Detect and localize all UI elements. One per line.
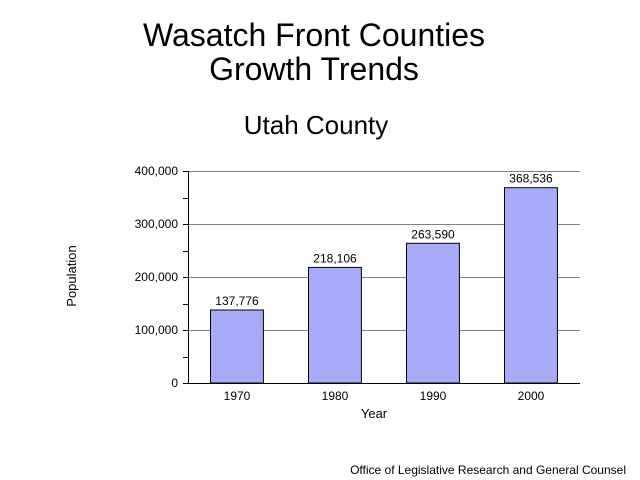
y-tick-label-0: 0	[171, 376, 178, 390]
y-tick-label-1: 100,000	[135, 323, 179, 337]
bar-1980	[308, 266, 362, 384]
labels: Year Population 137,776 1970 218,106 1980 26…	[64, 164, 553, 421]
data-label-2000: 368,536	[509, 172, 553, 186]
y-tick-label-3: 300,000	[135, 217, 179, 231]
bars	[210, 187, 558, 384]
x-tick-label-1980: 1980	[322, 389, 349, 403]
x-tick-label-2000: 2000	[518, 389, 545, 403]
data-label-1980: 218,106	[313, 251, 357, 265]
data-label-1990: 263,590	[411, 227, 455, 241]
bar-2000	[504, 187, 558, 384]
y-tick-label-2: 200,000	[135, 270, 179, 284]
data-label-1970: 137,776	[215, 294, 259, 308]
x-axis-title: Year	[361, 406, 388, 421]
chart-title-line-1: Wasatch Front Counties	[142, 17, 486, 53]
x-tick-label-1990: 1990	[420, 389, 447, 403]
chart-subtitle: Utah County	[243, 110, 389, 140]
chart-title-line-2: Growth Trends	[209, 51, 419, 87]
footer-credit: Office of Legislative Research and Gener…	[350, 463, 626, 477]
bar-1970	[210, 309, 264, 384]
bar-1990	[406, 242, 460, 384]
y-tick-label-4: 400,000	[135, 164, 179, 178]
axes	[183, 171, 580, 384]
y-axis-title: Population	[64, 245, 79, 306]
x-tick-label-1970: 1970	[224, 389, 251, 403]
